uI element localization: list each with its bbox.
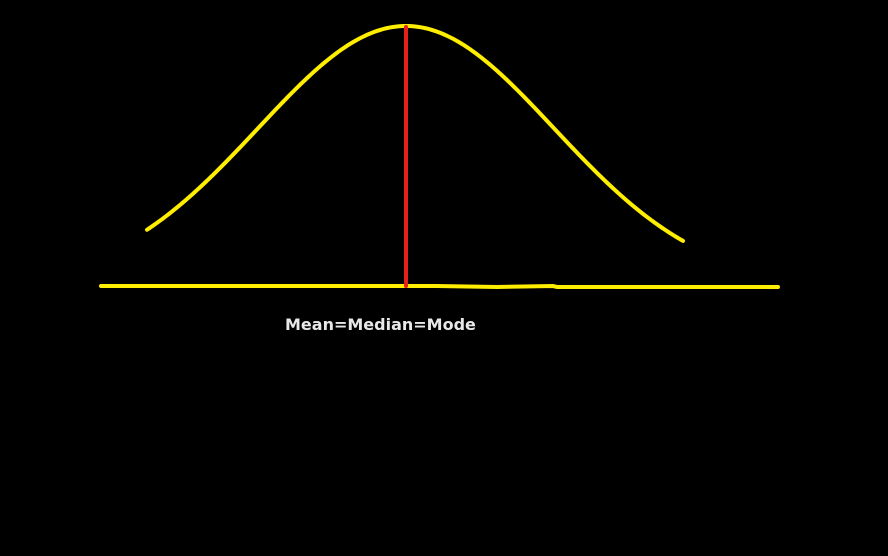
bell-curve — [145, 24, 685, 243]
mean-median-mode-label: Mean=Median=Mode — [285, 315, 476, 334]
x-axis-baseline — [99, 283, 780, 290]
